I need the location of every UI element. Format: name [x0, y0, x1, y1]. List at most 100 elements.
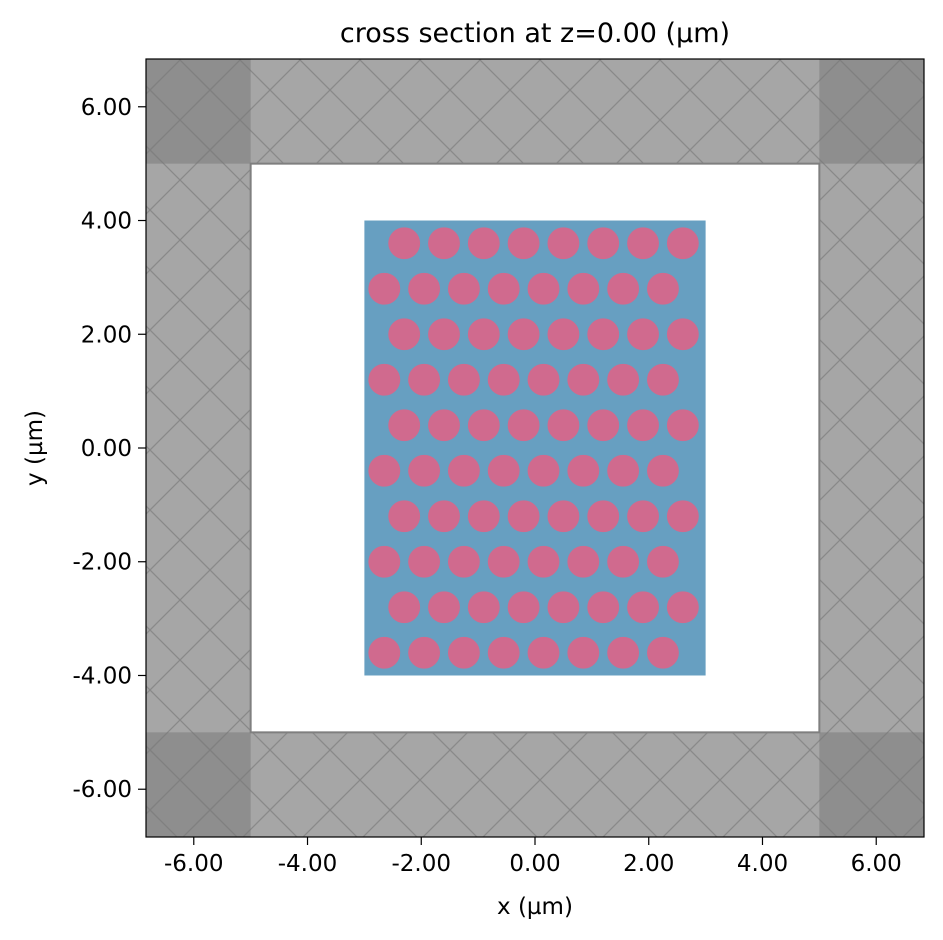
hole-r8-c3 [507, 591, 540, 624]
hole-r7-c0 [368, 545, 401, 578]
hole-r0-c7 [666, 227, 699, 260]
y-tick-label: -2.00 [72, 550, 132, 576]
x-tick-label: 6.00 [851, 851, 902, 877]
hole-r9-c5 [567, 636, 600, 669]
hole-r1-c6 [607, 272, 640, 305]
x-axis: -6.00 -4.00 -2.00 0.00 2.00 4.00 6.00 [164, 837, 902, 877]
hole-r5-c4 [527, 454, 560, 487]
hole-r7-c6 [607, 545, 640, 578]
hole-r1-c0 [368, 272, 401, 305]
hole-r4-c0 [388, 409, 421, 442]
hole-r1-c7 [647, 272, 679, 305]
hole-r5-c7 [647, 454, 679, 487]
hole-r6-c4 [547, 500, 580, 533]
pml-bottom-hatch [146, 732, 924, 837]
hole-r2-c6 [627, 318, 659, 351]
hole-r9-c3 [487, 636, 520, 669]
y-tick-label: -6.00 [72, 777, 132, 803]
holes [368, 227, 699, 669]
hole-r2-c5 [587, 318, 620, 351]
hole-r2-c1 [428, 318, 460, 351]
hole-r4-c1 [428, 409, 460, 442]
hole-r5-c3 [487, 454, 520, 487]
hole-r2-c3 [507, 318, 540, 351]
hole-r7-c5 [567, 545, 600, 578]
hole-r8-c7 [666, 591, 699, 624]
hole-r1-c5 [567, 272, 600, 305]
y-tick-label: 6.00 [81, 95, 132, 121]
hole-r9-c1 [408, 636, 441, 669]
hole-r5-c6 [607, 454, 640, 487]
x-axis-label: x (µm) [497, 894, 573, 920]
hole-r8-c6 [627, 591, 659, 624]
hole-r4-c5 [587, 409, 620, 442]
hole-r5-c5 [567, 454, 600, 487]
hole-r3-c1 [408, 363, 441, 396]
y-tick-label: 4.00 [81, 209, 132, 235]
hole-r6-c3 [507, 500, 540, 533]
hole-r4-c2 [467, 409, 500, 442]
hole-r0-c6 [627, 227, 659, 260]
hole-r3-c4 [527, 363, 560, 396]
hole-r6-c2 [467, 500, 500, 533]
hole-r7-c7 [647, 545, 679, 578]
hole-r8-c0 [388, 591, 421, 624]
hole-r6-c6 [627, 500, 659, 533]
x-tick-label: 0.00 [509, 851, 560, 877]
hole-r6-c7 [666, 500, 699, 533]
hole-r3-c7 [647, 363, 679, 396]
x-tick-label: -6.00 [164, 851, 224, 877]
hole-r2-c4 [547, 318, 580, 351]
hole-r0-c3 [507, 227, 540, 260]
x-tick-label: 4.00 [737, 851, 788, 877]
hole-r3-c5 [567, 363, 600, 396]
hole-r8-c2 [467, 591, 500, 624]
hole-r2-c2 [467, 318, 500, 351]
plot-area [146, 59, 924, 837]
y-axis-label: y (µm) [22, 410, 48, 486]
hole-r6-c0 [388, 500, 421, 533]
hole-r9-c6 [607, 636, 640, 669]
hole-r5-c2 [447, 454, 480, 487]
hole-r9-c7 [647, 636, 679, 669]
hole-r9-c4 [527, 636, 560, 669]
y-tick-label: -4.00 [72, 663, 132, 689]
hole-r4-c4 [547, 409, 580, 442]
hole-r9-c0 [368, 636, 401, 669]
hole-r4-c3 [507, 409, 540, 442]
hole-r8-c1 [428, 591, 460, 624]
y-axis: -6.00 -4.00 -2.00 0.00 2.00 4.00 6.00 [72, 95, 146, 803]
hole-r3-c6 [607, 363, 640, 396]
hole-r2-c0 [388, 318, 421, 351]
x-tick-label: -4.00 [278, 851, 338, 877]
y-tick-label: 2.00 [81, 322, 132, 348]
x-tick-label: -2.00 [391, 851, 451, 877]
hole-r1-c2 [447, 272, 480, 305]
y-tick-label: 0.00 [81, 436, 132, 462]
hole-r1-c3 [487, 272, 520, 305]
hole-r8-c4 [547, 591, 580, 624]
pml-right-hatch [819, 59, 924, 837]
chart-title: cross section at z=0.00 (µm) [340, 18, 730, 49]
hole-r0-c1 [428, 227, 460, 260]
pml-left-hatch [146, 59, 251, 837]
hole-r7-c4 [527, 545, 560, 578]
hole-r8-c5 [587, 591, 620, 624]
hole-r7-c1 [408, 545, 441, 578]
x-tick-label: 2.00 [623, 851, 674, 877]
hole-r5-c0 [368, 454, 401, 487]
hole-r7-c3 [487, 545, 520, 578]
hole-r0-c4 [547, 227, 580, 260]
hole-r0-c2 [467, 227, 500, 260]
pml-top-hatch [146, 59, 924, 164]
hole-r6-c5 [587, 500, 620, 533]
hole-r1-c1 [408, 272, 441, 305]
hole-r7-c2 [447, 545, 480, 578]
hole-r9-c2 [447, 636, 480, 669]
hole-r3-c0 [368, 363, 401, 396]
hole-r1-c4 [527, 272, 560, 305]
hole-r4-c7 [666, 409, 699, 442]
hole-r0-c0 [388, 227, 421, 260]
hole-r0-c5 [587, 227, 620, 260]
